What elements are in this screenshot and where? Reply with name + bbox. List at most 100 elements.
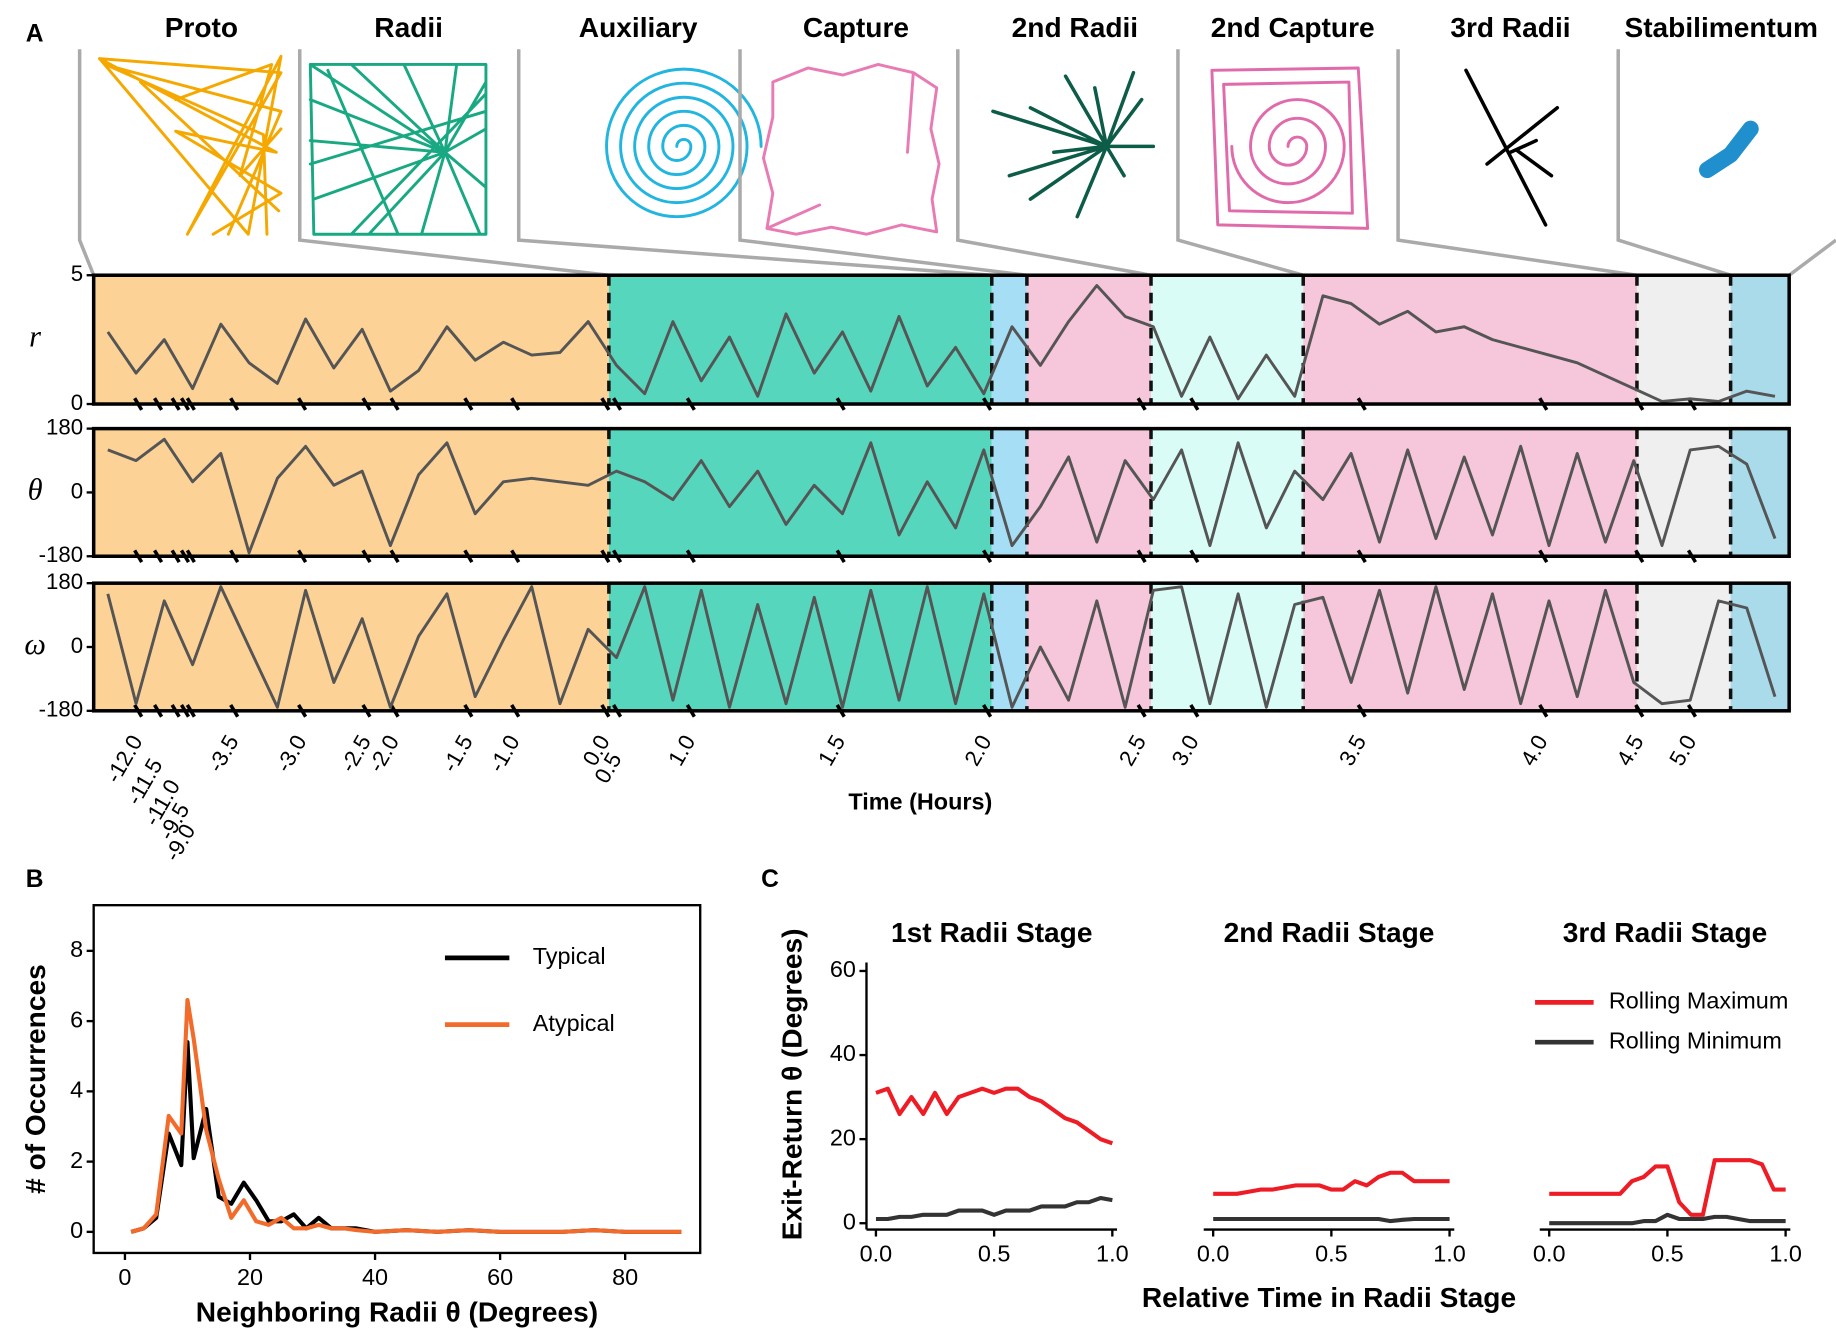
thumbnails <box>98 54 1759 236</box>
x-axis-label: Neighboring Radii θ (Degrees) <box>196 1296 598 1327</box>
y-axis-label: Exit-Return θ (Degrees) <box>776 928 807 1240</box>
plot-frame <box>92 904 702 1255</box>
x-tick-label: 4.5 <box>1612 731 1649 770</box>
y-tick-label: -180 <box>39 542 84 567</box>
x-tick-label: 5.0 <box>1664 731 1701 770</box>
y-tick-label: 2 <box>70 1147 83 1173</box>
x-tick-label: 60 <box>487 1264 513 1290</box>
x-axis-label: Time (Hours) <box>848 789 992 815</box>
data-line <box>130 997 682 1234</box>
y-tick-label: 0 <box>71 390 83 415</box>
x-tick-label: 2.0 <box>959 731 996 770</box>
y-axis-label: # of Occurrences <box>20 964 51 1194</box>
chart-title: 1st Radii Stage <box>891 917 1092 948</box>
x-tick-label: -1.0 <box>484 731 525 777</box>
connector <box>1616 49 1732 277</box>
stage-band <box>1303 583 1637 711</box>
stage-band <box>93 275 609 405</box>
data-line <box>106 284 1776 403</box>
stage-band <box>1026 428 1152 557</box>
connector <box>516 49 992 277</box>
connector <box>1396 49 1638 277</box>
y-tick-label: 180 <box>46 569 83 594</box>
x-tick-label: 0 <box>118 1264 131 1290</box>
stage-band <box>1730 428 1790 557</box>
x-tick-label: 0.0 <box>860 1240 893 1266</box>
data-line <box>875 1086 1114 1146</box>
data-line <box>130 1040 682 1234</box>
stage-title: 2nd Radii <box>1012 12 1138 43</box>
stage-band <box>1636 275 1731 405</box>
y-tick-label: 5 <box>71 261 83 286</box>
stage-title: Auxiliary <box>579 12 698 43</box>
y-tick-label: 0 <box>71 478 83 503</box>
y-tick-label: 0 <box>843 1208 856 1234</box>
x-tick-label: -1.5 <box>437 731 478 777</box>
x-tick-label: -3.5 <box>203 731 244 777</box>
x-tick-label: 0.5 <box>1651 1240 1684 1266</box>
x-tick-label: -3.0 <box>271 731 312 777</box>
y-tick-label: 8 <box>70 936 83 962</box>
second-radii-thumbnail <box>991 70 1156 219</box>
panel-label: A <box>26 21 44 48</box>
stage-band <box>1303 428 1637 557</box>
third-radii-thumbnail <box>1464 68 1560 227</box>
stage-band <box>1303 275 1637 405</box>
data-line <box>1549 1158 1786 1217</box>
x-tick-label: 2.5 <box>1114 731 1151 770</box>
y-tick-label: 180 <box>46 414 83 439</box>
x-tick-label: 1.0 <box>1433 1240 1466 1266</box>
legend-label: Rolling Maximum <box>1609 988 1789 1014</box>
stage-band <box>608 428 992 557</box>
connector <box>1788 238 1836 277</box>
y-tick-label: -180 <box>39 697 84 722</box>
data-line <box>106 585 1777 709</box>
panel-label: B <box>26 866 44 893</box>
data-line <box>1213 1216 1450 1224</box>
stage-title: 3rd Radii <box>1450 12 1570 43</box>
data-line <box>107 437 1777 555</box>
plot-frame <box>91 426 1791 559</box>
stage-title: 2nd Capture <box>1211 12 1375 43</box>
y-axis-label: r <box>29 320 41 354</box>
chart-title: 3rd Radii Stage <box>1563 917 1768 948</box>
legend-label: Atypical <box>533 1010 615 1036</box>
stage-band <box>93 583 609 711</box>
x-tick-label: 3.0 <box>1167 731 1204 770</box>
stage-title: Proto <box>165 12 238 43</box>
x-tick-label: 1.0 <box>1096 1240 1129 1266</box>
legend-label: Rolling Minimum <box>1609 1027 1782 1053</box>
x-tick-label: 3.5 <box>1334 731 1371 770</box>
stage-band <box>1636 583 1731 711</box>
x-tick-label: 20 <box>237 1264 263 1290</box>
y-tick-label: 0 <box>71 633 83 658</box>
x-tick-label: 80 <box>612 1264 638 1290</box>
legend-label: Typical <box>533 943 606 969</box>
connector <box>297 49 610 277</box>
y-axis-label: θ <box>28 472 43 506</box>
connector <box>77 49 96 276</box>
y-tick-label: 0 <box>70 1217 83 1243</box>
stage-band <box>1636 428 1731 557</box>
y-tick-label: 60 <box>830 956 856 982</box>
connector <box>738 49 1028 277</box>
data-line <box>1213 1170 1450 1196</box>
x-tick-label: 1.0 <box>663 731 700 770</box>
y-axis-label: ω <box>24 627 46 661</box>
radii-thumbnail <box>308 63 488 236</box>
stage-band <box>1151 583 1304 711</box>
connector <box>956 49 1152 277</box>
x-tick-label: 1.5 <box>813 731 850 770</box>
x-tick-label: 0.0 <box>1197 1240 1230 1266</box>
capture-thumbnail <box>761 63 941 236</box>
stage-title: Radii <box>374 12 443 43</box>
stage-band <box>93 428 609 557</box>
stage-title: Capture <box>803 12 909 43</box>
y-tick-label: 6 <box>70 1006 83 1032</box>
plot-frame <box>91 581 1791 713</box>
stage-band <box>1730 275 1790 405</box>
x-tick-label: 1.0 <box>1769 1240 1802 1266</box>
stabilimentum-thumbnail <box>1699 120 1759 179</box>
data-line <box>1549 1212 1786 1226</box>
